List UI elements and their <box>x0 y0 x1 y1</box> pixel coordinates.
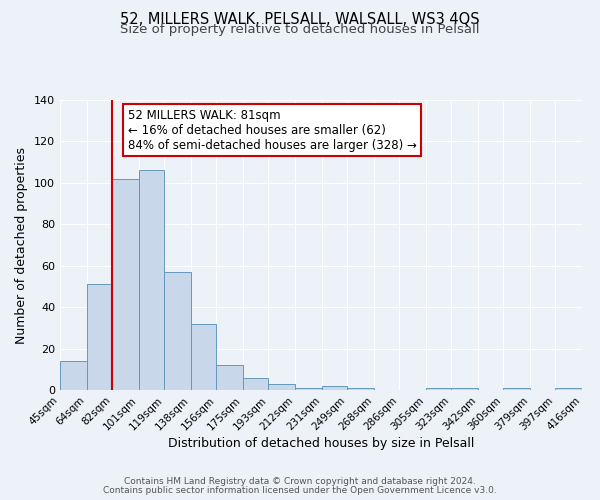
Bar <box>347 388 374 390</box>
Bar <box>295 388 322 390</box>
Bar <box>243 378 268 390</box>
Bar <box>216 365 243 390</box>
Bar <box>112 178 139 390</box>
Text: Size of property relative to detached houses in Pelsall: Size of property relative to detached ho… <box>120 22 480 36</box>
Text: Contains public sector information licensed under the Open Government Licence v3: Contains public sector information licen… <box>103 486 497 495</box>
Bar <box>268 384 295 390</box>
Bar <box>555 388 582 390</box>
Bar <box>164 272 191 390</box>
Bar <box>191 324 216 390</box>
Text: Contains HM Land Registry data © Crown copyright and database right 2024.: Contains HM Land Registry data © Crown c… <box>124 477 476 486</box>
Y-axis label: Number of detached properties: Number of detached properties <box>16 146 28 344</box>
Text: 52 MILLERS WALK: 81sqm
← 16% of detached houses are smaller (62)
84% of semi-det: 52 MILLERS WALK: 81sqm ← 16% of detached… <box>128 108 417 152</box>
Bar <box>503 388 530 390</box>
Bar <box>87 284 112 390</box>
Bar <box>426 388 451 390</box>
Bar <box>60 361 87 390</box>
Text: 52, MILLERS WALK, PELSALL, WALSALL, WS3 4QS: 52, MILLERS WALK, PELSALL, WALSALL, WS3 … <box>120 12 480 28</box>
X-axis label: Distribution of detached houses by size in Pelsall: Distribution of detached houses by size … <box>168 438 474 450</box>
Bar <box>451 388 478 390</box>
Bar <box>322 386 347 390</box>
Bar <box>139 170 164 390</box>
